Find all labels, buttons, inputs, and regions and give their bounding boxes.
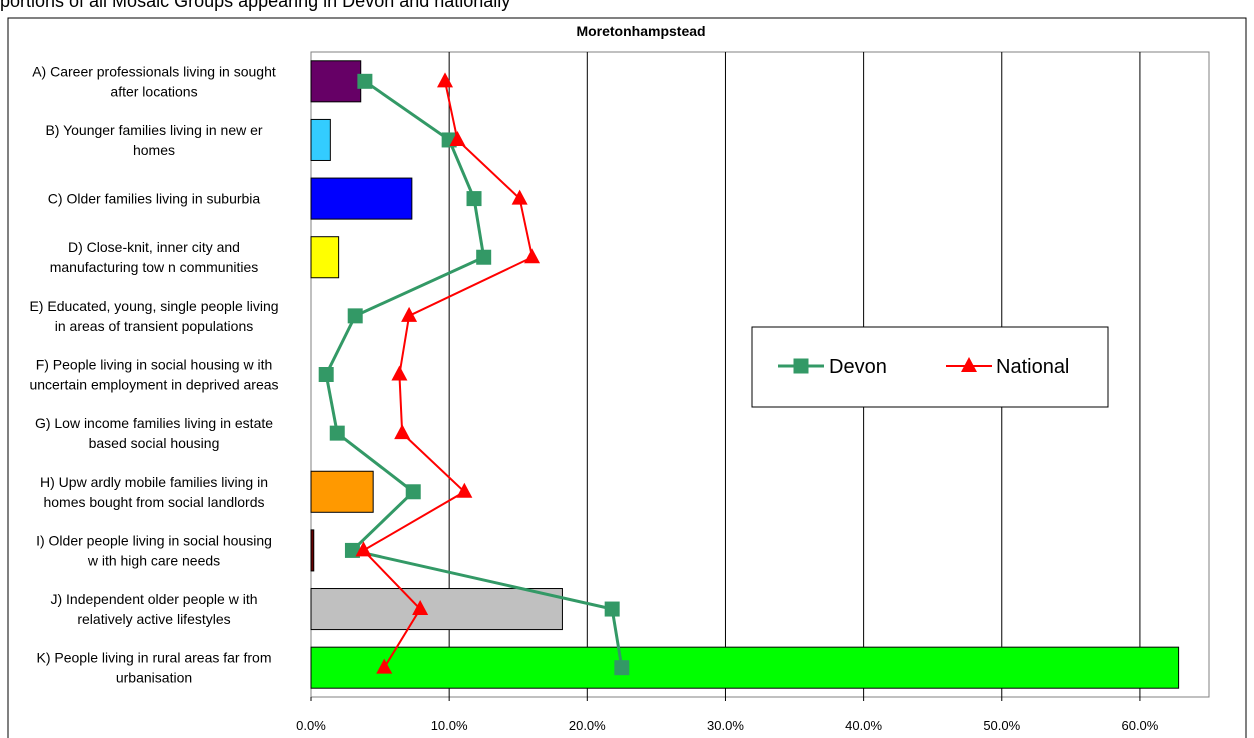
series-point [524, 248, 541, 264]
category-label: G) Low income families living in estate [35, 415, 273, 431]
legend: Devon National [751, 326, 1109, 408]
category-label: F) People living in social housing w ith [36, 357, 273, 373]
bar [310, 588, 563, 631]
legend-devon-label: Devon [829, 356, 887, 378]
series-point [355, 541, 372, 557]
category-label: urbanisation [116, 670, 192, 686]
series-point [394, 424, 411, 440]
series-point [476, 249, 492, 265]
category-label: after locations [110, 83, 197, 99]
category-label: homes [133, 142, 175, 158]
category-label: w ith high care needs [87, 552, 220, 568]
category-label: manufacturing tow n communities [50, 259, 259, 275]
bar [310, 646, 1180, 689]
x-tick-labels: 0.0% 10.0% 20.0% 30.0% 40.0% 50.0% 60.0% [296, 697, 1159, 733]
bar [310, 177, 413, 220]
series-point [318, 367, 334, 382]
bar [310, 236, 340, 279]
x-tick-label: 30.0% [707, 718, 744, 733]
legend-national-marker [961, 357, 977, 372]
category-label: B) Younger families living in new er [45, 122, 262, 138]
bar [310, 60, 362, 103]
category-label: homes bought from social landlords [43, 494, 264, 510]
series-point [391, 365, 408, 381]
category-label: I) Older people living in social housing [36, 532, 272, 548]
category-label: D) Close-knit, inner city and [68, 239, 240, 255]
series-point [614, 660, 630, 676]
category-labels: A) Career professionals living in sought… [29, 63, 278, 685]
category-label: J) Independent older people w ith [50, 591, 257, 607]
category-label: A) Career professionals living in sought [32, 63, 276, 79]
category-label: K) People living in rural areas far from [37, 650, 272, 666]
series-point [456, 482, 473, 498]
x-tick-label: 60.0% [1121, 718, 1158, 733]
series-lines [318, 72, 630, 676]
legend-devon-marker [793, 358, 809, 374]
category-label: C) Older families living in suburbia [48, 191, 261, 207]
legend-national-label: National [996, 356, 1069, 378]
x-tick-label: 20.0% [569, 718, 606, 733]
chart-title: Moretonhampstead [576, 23, 705, 39]
series-point [412, 600, 429, 616]
series-point [401, 306, 418, 322]
category-label: based social housing [89, 435, 220, 451]
series-point [405, 484, 421, 500]
figure-caption: portions of all Mosaic Groups appearing … [0, 0, 511, 11]
series-point [357, 73, 373, 89]
series-point [466, 191, 482, 207]
x-tick-label: 0.0% [296, 718, 326, 733]
series-point [347, 308, 363, 324]
series-point [376, 658, 393, 674]
category-label: E) Educated, young, single people living [29, 298, 278, 314]
x-tick-label: 40.0% [845, 718, 882, 733]
series-point [437, 72, 454, 88]
bar [310, 470, 374, 513]
series-point [329, 425, 345, 441]
bar [310, 529, 315, 572]
bars [310, 60, 1180, 689]
x-tick-label: 50.0% [983, 718, 1020, 733]
x-tick-label: 10.0% [431, 718, 468, 733]
series-point [511, 189, 528, 205]
category-label: relatively active lifestyles [77, 611, 230, 627]
category-label: in areas of transient populations [55, 318, 253, 334]
category-label: uncertain employment in deprived areas [29, 377, 278, 393]
series-point [604, 601, 620, 617]
series-point [449, 130, 466, 146]
category-label: H) Upw ardly mobile families living in [40, 474, 268, 490]
bar [310, 118, 331, 161]
